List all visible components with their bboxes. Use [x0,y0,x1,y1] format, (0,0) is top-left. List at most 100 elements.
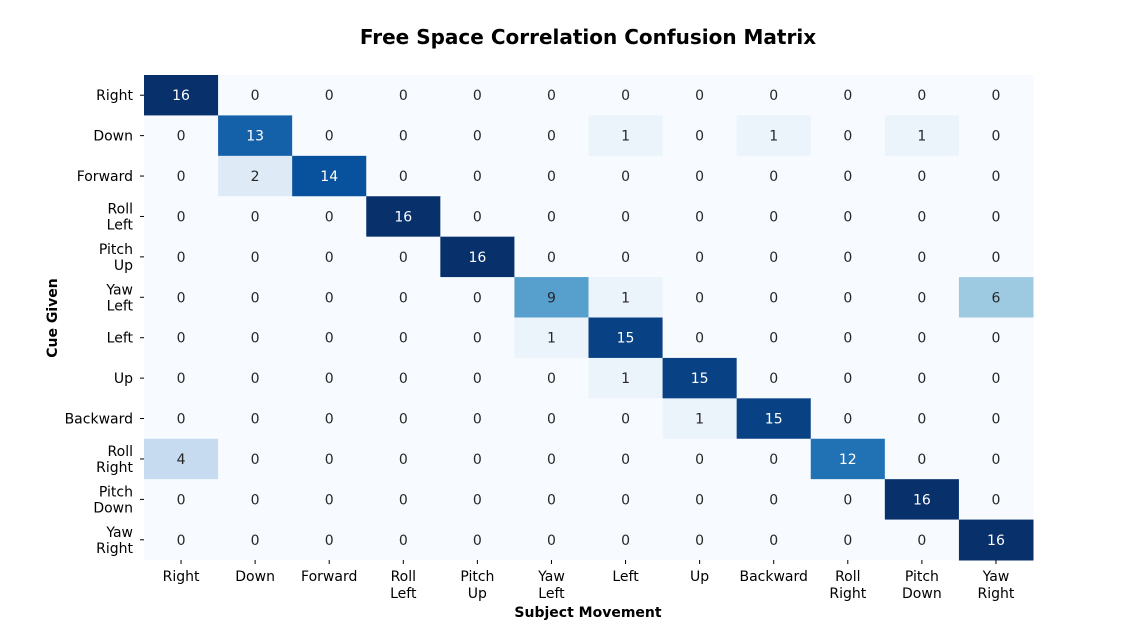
cell-value-r4-c4: 16 [468,250,486,266]
cell-value-r9-c8: 0 [769,452,778,468]
y-axis-label: Cue Given [45,278,61,358]
heatmap-cell-r3-c9 [810,196,886,238]
heatmap-cell-r9-c3 [366,438,441,480]
heatmap-cell-r11-c7 [662,519,738,561]
cell-value-r6-c11: 0 [991,331,1000,347]
x-tick-label-9: Roll Right [829,569,866,602]
x-tick-label-6: Left [612,569,639,585]
cell-value-r7-c9: 0 [843,371,852,387]
heatmap-cell-r11-c9 [810,519,886,561]
x-tick-label-7: Up [690,569,709,585]
y-tick-label-8: Backward [65,412,133,428]
cell-value-r2-c8: 0 [769,169,778,185]
heatmap-cell-r4-c10 [884,236,960,278]
heatmap-cell-r8-c7 [662,398,738,440]
heatmap-cell-r6-c2 [292,317,367,359]
cell-value-r2-c1: 2 [251,169,260,185]
heatmap-cell-r1-c9 [810,115,886,157]
cell-value-r5-c8: 0 [769,290,778,306]
heatmap-cell-r7-c7 [662,357,738,399]
cell-value-r8-c9: 0 [843,412,852,428]
heatmap-cell-r1-c2 [292,115,367,157]
cell-value-r3-c0: 0 [177,209,186,225]
cell-value-r0-c1: 0 [251,88,260,104]
cell-value-r6-c1: 0 [251,331,260,347]
heatmap-cell-r10-c9 [810,479,886,521]
heatmap-cell-r3-c11 [958,196,1034,238]
heatmap-cell-r2-c6 [588,155,664,197]
cell-value-r7-c2: 0 [325,371,334,387]
cell-value-r10-c0: 0 [177,492,186,508]
cell-value-r2-c5: 0 [547,169,556,185]
cell-value-r1-c2: 0 [325,129,334,145]
cell-value-r9-c4: 0 [473,452,482,468]
heatmap-cell-r11-c0 [144,519,219,561]
cell-value-r0-c8: 0 [769,88,778,104]
cell-value-r5-c1: 0 [251,290,260,306]
heatmap-cell-r10-c8 [736,479,812,521]
heatmap-cell-r6-c7 [662,317,738,359]
heatmap-cell-r0-c10 [884,75,960,116]
cell-value-r2-c11: 0 [991,169,1000,185]
heatmap-cell-r10-c3 [366,479,441,521]
heatmap-cell-r5-c1 [218,277,293,318]
heatmap-cell-r5-c4 [440,277,515,318]
cell-value-r11-c11: 16 [987,533,1005,549]
heatmap-cell-r2-c2 [292,155,367,197]
heatmap-cell-r6-c8 [736,317,812,359]
cell-value-r6-c10: 0 [917,331,926,347]
y-tick-label-7: Up [114,371,133,387]
cell-value-r7-c3: 0 [399,371,408,387]
heatmap-cell-r9-c9 [810,438,886,480]
cell-value-r9-c11: 0 [991,452,1000,468]
cell-value-r7-c4: 0 [473,371,482,387]
cell-value-r1-c5: 0 [547,129,556,145]
heatmap-cell-r1-c10 [884,115,960,157]
cell-value-r5-c5: 9 [547,290,556,306]
cell-value-r10-c1: 0 [251,492,260,508]
cell-value-r10-c6: 0 [621,492,630,508]
heatmap-cell-r0-c0 [144,75,219,116]
cell-value-r1-c1: 13 [246,129,264,145]
heatmap-cell-r0-c2 [292,75,367,116]
heatmap-cell-r9-c4 [440,438,515,480]
cell-value-r1-c8: 1 [769,129,778,145]
heatmap-cell-r8-c0 [144,398,219,440]
heatmap-cell-r0-c8 [736,75,812,116]
heatmap-cell-r3-c6 [588,196,664,238]
cell-value-r11-c2: 0 [325,533,334,549]
heatmap-cell-r9-c6 [588,438,664,480]
heatmap-cell-r6-c1 [218,317,293,359]
cell-value-r2-c7: 0 [695,169,704,185]
heatmap-cell-r7-c1 [218,357,293,399]
heatmap-cell-r0-c6 [588,75,664,116]
cell-value-r4-c10: 0 [917,250,926,266]
heatmap-cell-r10-c0 [144,479,219,521]
cell-value-r1-c6: 1 [621,129,630,145]
cell-value-r11-c6: 0 [621,533,630,549]
cell-value-r10-c9: 0 [843,492,852,508]
x-tick-label-10: Pitch Down [902,569,942,602]
heatmap-cell-r6-c0 [144,317,219,359]
heatmap-cell-r2-c3 [366,155,441,197]
x-tick-label-5: Yaw Left [537,569,565,602]
heatmap-cell-r8-c10 [884,398,960,440]
cell-value-r7-c11: 0 [991,371,1000,387]
cell-value-r6-c0: 0 [177,331,186,347]
cell-value-r6-c3: 0 [399,331,408,347]
cell-value-r0-c2: 0 [325,88,334,104]
cell-value-r7-c0: 0 [177,371,186,387]
cell-value-r1-c11: 0 [991,129,1000,145]
y-tick-label-2: Forward [77,169,133,185]
cell-value-r1-c0: 0 [177,129,186,145]
cell-value-r10-c2: 0 [325,492,334,508]
cell-value-r2-c9: 0 [843,169,852,185]
cell-value-r7-c1: 0 [251,371,260,387]
heatmap-cell-r3-c5 [514,196,589,238]
cell-value-r5-c6: 1 [621,290,630,306]
heatmap-cell-r5-c0 [144,277,219,318]
heatmap-cell-r3-c7 [662,196,738,238]
heatmap-cell-r8-c5 [514,398,589,440]
cell-value-r10-c5: 0 [547,492,556,508]
x-tick-label-0: Right [163,569,200,585]
